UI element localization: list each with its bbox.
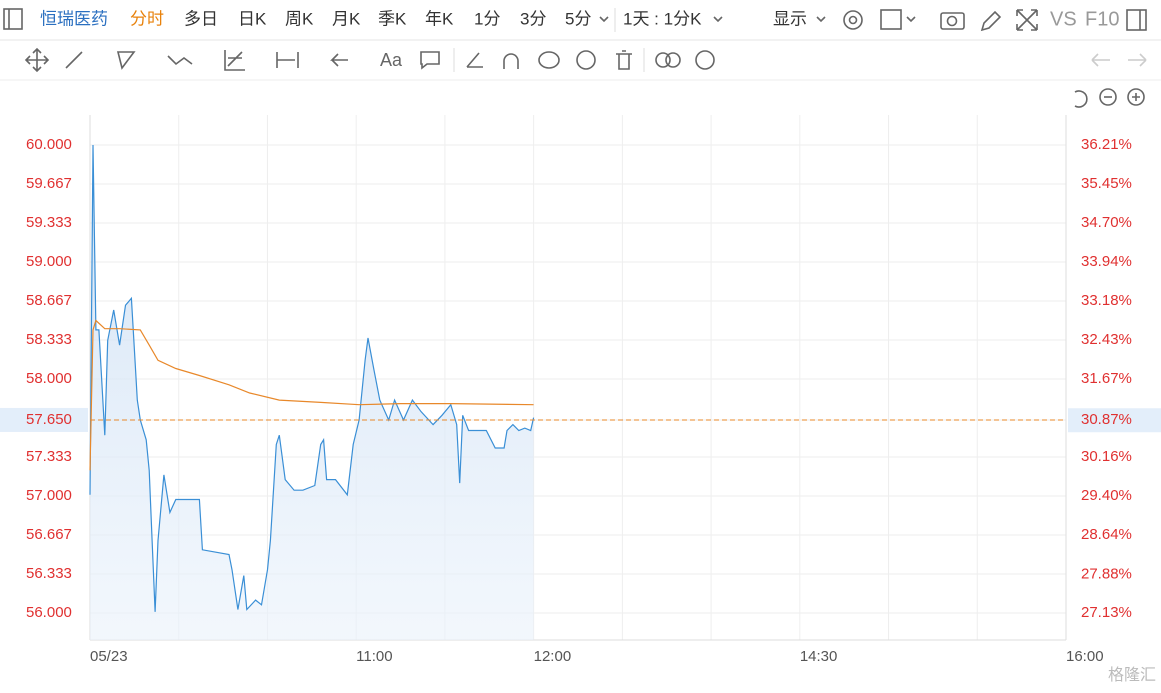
delete-tool[interactable] [616, 50, 632, 70]
watermark: 格隆汇 [1108, 666, 1156, 684]
tab[interactable]: 分时 [130, 9, 164, 28]
fullscreen-icon[interactable] [1016, 9, 1038, 31]
tick-highlight [1068, 408, 1161, 433]
tab[interactable]: 3分 [520, 9, 546, 28]
note-tool[interactable] [420, 51, 440, 70]
measure-tool[interactable] [276, 52, 299, 68]
arrow-tool[interactable] [330, 53, 348, 67]
y2-tick-label: 34.70% [1081, 214, 1132, 231]
x-tick-label: 12:00 [534, 648, 572, 665]
settings-icon-core [848, 15, 858, 25]
text-tool[interactable]: Aa [380, 50, 403, 70]
x-tick-label: 05/23 [90, 648, 128, 665]
line-tool[interactable] [65, 51, 83, 69]
x-tick-label: 11:00 [356, 648, 392, 665]
plot: 60.000 59.667 59.333 59.000 58.667 58.333 58.0… [0, 115, 1161, 665]
y-tick-label: 59.667 [26, 175, 72, 192]
redo[interactable] [1128, 53, 1147, 67]
tab[interactable]: 周K [285, 9, 314, 28]
y2-tick-label: 28.64% [1081, 526, 1132, 543]
drawing-settings[interactable] [695, 50, 715, 70]
move-tool[interactable] [24, 47, 50, 73]
y-tick-label: 59.000 [26, 253, 72, 270]
wave-tool[interactable] [167, 55, 193, 66]
settings-icon[interactable] [843, 10, 863, 30]
camera-icon[interactable] [940, 12, 965, 30]
reset-zoom[interactable] [1074, 90, 1088, 108]
magnet-tool[interactable] [503, 53, 519, 69]
y-tick-label: 59.333 [26, 214, 72, 231]
y2-tick-label: 35.45% [1081, 175, 1132, 192]
tab[interactable]: 年K [425, 9, 454, 28]
undo[interactable] [1091, 53, 1110, 67]
fib-tool[interactable] [224, 50, 245, 71]
toolbar: 恒瑞医药 分时 多日 日K 周K 月K 季K 年K 1分 3分 5分 1天 : 1分K 显示 VS… [0, 8, 1161, 41]
x-tick-label: 16:00 [1066, 648, 1104, 665]
pen-icon[interactable] [980, 10, 1002, 32]
shape-tool[interactable] [116, 51, 136, 70]
price-line [89, 144, 535, 612]
y-tick-label: 57.333 [26, 448, 72, 465]
zoom-out[interactable] [1099, 88, 1117, 106]
y-tick-label: 58.000 [26, 370, 72, 387]
eye-tool[interactable] [538, 51, 560, 69]
y-tick-label: 56.000 [26, 604, 72, 621]
display-select[interactable]: 显示 [773, 9, 807, 28]
hide-tool[interactable] [576, 50, 596, 70]
tab[interactable]: 月K [332, 9, 361, 28]
y2-tick-label: 27.13% [1081, 604, 1132, 621]
dropdown-arrow [713, 16, 723, 23]
panel-icon[interactable] [1126, 9, 1147, 31]
y-tick-label: 58.333 [26, 331, 72, 348]
zoom-in-plus [1132, 93, 1140, 101]
angle-tool[interactable] [466, 52, 483, 68]
compare-tool-2 [665, 52, 681, 68]
y2-tick-label: 30.16% [1081, 448, 1132, 465]
tab[interactable]: 日K [238, 9, 267, 28]
layout-icon[interactable] [880, 9, 902, 30]
x-tick-label: 14:30 [800, 648, 838, 665]
dropdown-arrow [816, 16, 826, 23]
y2-tick-label: 33.94% [1081, 253, 1132, 270]
y-tick-label: 57.650 [26, 411, 72, 428]
dropdown-arrow [599, 16, 609, 23]
y-tick-label: 58.667 [26, 292, 72, 309]
y2-tick-label: 30.87% [1081, 411, 1132, 428]
tick-highlight [0, 407, 88, 432]
y-tick-label: 57.000 [26, 487, 72, 504]
tab[interactable]: 5分 [565, 9, 591, 28]
y2-tick-label: 36.21% [1081, 136, 1132, 153]
f10-button[interactable]: F10 [1085, 8, 1119, 30]
camera-lens [946, 15, 958, 27]
y-tick-label: 60.000 [26, 136, 72, 153]
y2-tick-label: 33.18% [1081, 292, 1132, 309]
vs-button[interactable]: VS [1050, 8, 1077, 30]
y2-tick-label: 29.40% [1081, 487, 1132, 504]
dropdown-arrow [906, 16, 916, 23]
tab[interactable]: 1分 [474, 9, 500, 28]
price-area [90, 145, 534, 640]
period-select[interactable]: 1天 : 1分K [623, 9, 702, 28]
y2-tick-label: 27.88% [1081, 565, 1132, 582]
y2-tick-label: 32.43% [1081, 331, 1132, 348]
zoom-controls [1074, 88, 1145, 108]
zoom-in[interactable] [1127, 88, 1145, 106]
menu-icon[interactable] [3, 8, 23, 30]
stock-name[interactable]: 恒瑞医药 [40, 9, 108, 28]
tabs: 分时 多日 日K 周K 月K 季K 年K 1分 3分 5分 [130, 9, 591, 28]
average-line [89, 319, 534, 471]
compare-tool[interactable] [655, 52, 671, 68]
tab[interactable]: 多日 [184, 9, 218, 28]
y2-tick-label: 31.67% [1081, 370, 1132, 387]
tab[interactable]: 季K [378, 9, 407, 28]
y-tick-label: 56.333 [26, 565, 72, 582]
drawing-toolbar: Aa [0, 47, 1161, 81]
y-tick-label: 56.667 [26, 526, 72, 543]
